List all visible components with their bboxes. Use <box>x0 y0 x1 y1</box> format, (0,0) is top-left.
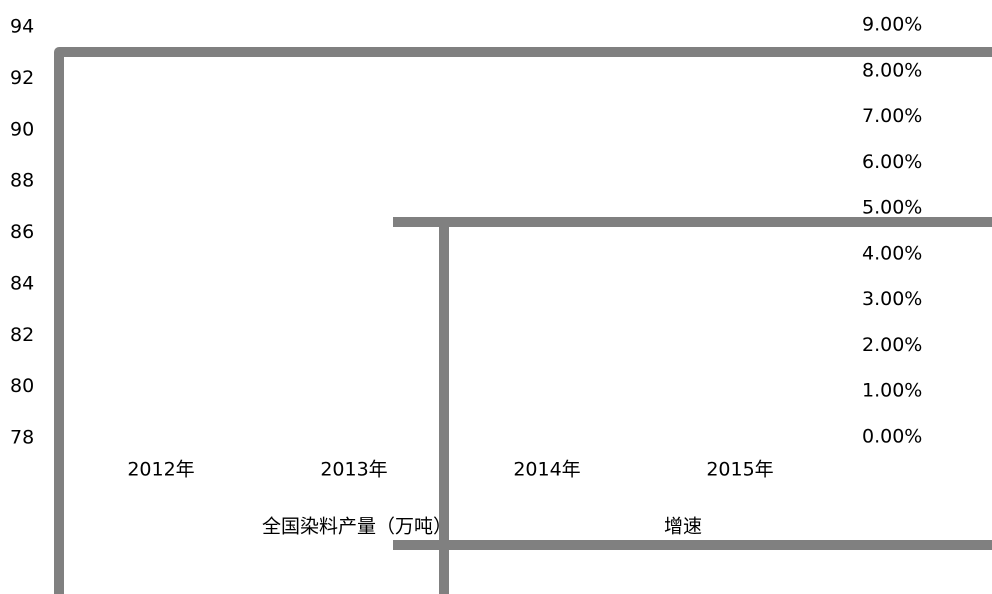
y2-tick-label: 5.00% <box>862 197 922 219</box>
y-tick-label: 80 <box>10 375 34 397</box>
frame-stroke <box>54 47 992 594</box>
x-tick-label: 2015年 <box>706 459 773 481</box>
legend-label: 增速 <box>664 516 702 538</box>
y-tick-label: 84 <box>10 272 34 294</box>
y-tick-label: 90 <box>10 118 34 140</box>
y2-tick-label: 3.00% <box>862 288 922 310</box>
y2-tick-label: 2.00% <box>862 334 922 356</box>
y-tick-label: 88 <box>10 170 34 192</box>
y-tick-label: 86 <box>10 221 34 243</box>
y2-tick-label: 9.00% <box>862 14 922 36</box>
y2-tick-label: 1.00% <box>862 380 922 402</box>
y2-tick-label: 8.00% <box>862 59 922 81</box>
y2-tick-label: 4.00% <box>862 242 922 264</box>
y2-tick-label: 7.00% <box>862 105 922 127</box>
y2-tick-label: 6.00% <box>862 151 922 173</box>
y-tick-label: 92 <box>10 67 34 89</box>
y-tick-label: 78 <box>10 427 34 449</box>
legend-label: 全国染料产量（万吨） <box>262 516 452 538</box>
y-tick-label: 94 <box>10 16 34 38</box>
y2-tick-label: 0.00% <box>862 426 922 448</box>
y-tick-label: 82 <box>10 324 34 346</box>
x-tick-label: 2012年 <box>127 459 194 481</box>
x-tick-label: 2014年 <box>513 459 580 481</box>
x-tick-label: 2013年 <box>320 459 387 481</box>
